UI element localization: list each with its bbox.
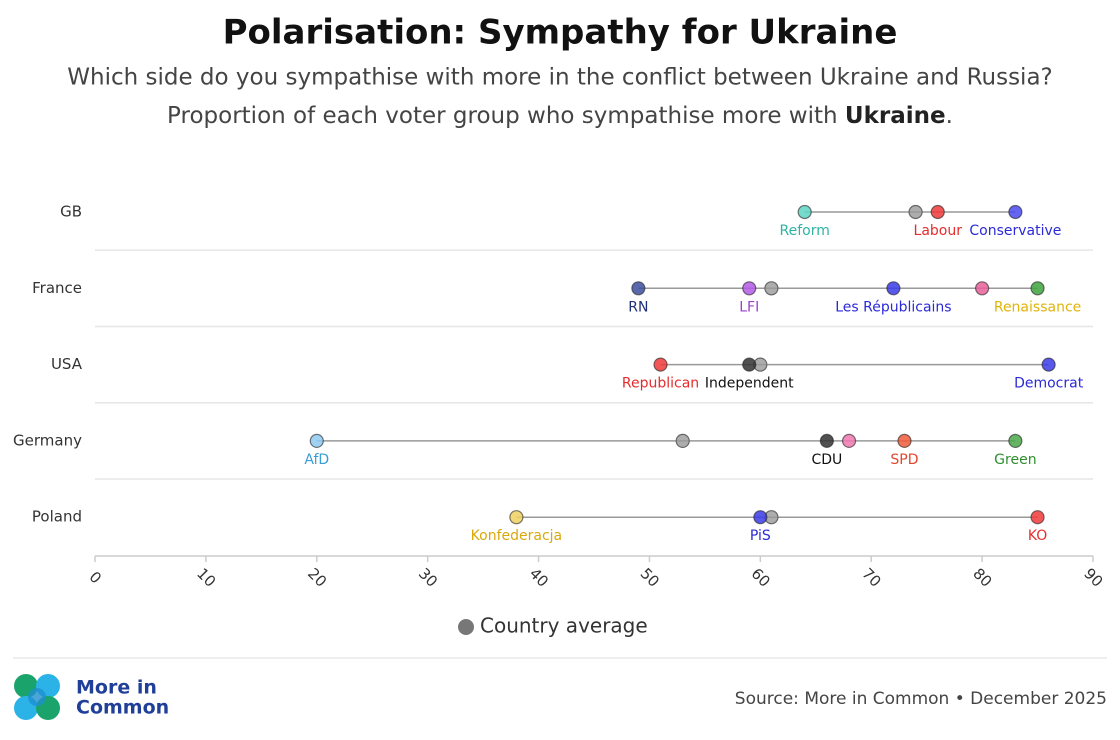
x-tick-label: 20 — [304, 565, 330, 591]
chart-title: Polarisation: Sympathy for Ukraine — [223, 13, 898, 53]
average-dot — [764, 281, 779, 296]
logo-text: More in — [76, 677, 157, 699]
party-dot — [1041, 357, 1056, 372]
party-dot — [797, 204, 812, 220]
y-tick-label: Poland — [32, 508, 82, 526]
x-tick-label: 70 — [858, 565, 884, 591]
party-dot — [1008, 433, 1023, 448]
logo-text: Common — [76, 697, 169, 719]
party-dot — [753, 510, 768, 525]
y-tick-label: Germany — [13, 431, 82, 449]
party-label: Renaissance — [994, 299, 1081, 315]
x-tick-label: 90 — [1080, 565, 1106, 591]
source: Source: More in Common • December 2025 — [735, 689, 1107, 709]
party-label: Democrat — [1014, 376, 1084, 392]
party-dot — [897, 433, 912, 448]
party-label: Conservative — [969, 223, 1061, 239]
x-tick-label: 10 — [193, 565, 219, 591]
party-dot — [1008, 204, 1023, 220]
y-tick-label: France — [32, 279, 82, 297]
party-label: CDU — [811, 452, 842, 468]
party-label: SPD — [890, 452, 918, 468]
y-tick-label: USA — [51, 355, 83, 373]
party-label: Reform — [780, 223, 830, 239]
party-label: Green — [994, 452, 1036, 468]
party-dot — [509, 510, 524, 525]
x-tick-label: 60 — [748, 565, 774, 591]
subtitle-part: . — [946, 103, 953, 129]
logo-icon — [14, 674, 60, 720]
party-dot — [1030, 281, 1045, 296]
x-tick-label: 0 — [86, 568, 105, 587]
y-tick-label: GB — [60, 203, 82, 221]
party-label: LFI — [739, 299, 759, 315]
x-tick-label: 30 — [415, 565, 441, 591]
party-label: PiS — [750, 528, 771, 544]
subtitle-part: Proportion of each voter group who sympa… — [167, 103, 845, 129]
x-tick-label: 80 — [969, 565, 995, 591]
subtitle-part: Ukraine — [845, 103, 946, 129]
average-dot — [675, 433, 690, 448]
party-label: RN — [628, 299, 648, 315]
party-dot — [930, 204, 945, 220]
party-label: Les Républicains — [835, 299, 951, 315]
subtitle: Which side do you sympathise with more i… — [67, 65, 1053, 91]
legend-label: Country average — [480, 614, 648, 638]
party-label: Independent — [705, 376, 794, 392]
party-dot — [975, 281, 990, 296]
party-dot — [742, 281, 757, 296]
party-dot — [742, 357, 757, 372]
party-label: Labour — [914, 223, 963, 239]
average-dot — [908, 204, 923, 220]
x-tick-label: 40 — [526, 565, 552, 591]
party-dot — [631, 281, 646, 296]
party-dot — [653, 357, 668, 372]
x-tick-label: 50 — [637, 565, 663, 591]
party-label: Konfederacja — [471, 528, 562, 544]
party-label: AfD — [304, 452, 329, 468]
party-label: Republican — [622, 376, 699, 392]
party-dot — [886, 281, 901, 296]
legend-marker — [458, 619, 474, 635]
party-dot — [309, 433, 324, 448]
subtitle: Proportion of each voter group who sympa… — [167, 103, 953, 129]
party-label: KO — [1028, 528, 1047, 544]
party-dot — [841, 433, 857, 448]
party-dot — [819, 433, 834, 448]
party-dot — [1030, 510, 1045, 525]
